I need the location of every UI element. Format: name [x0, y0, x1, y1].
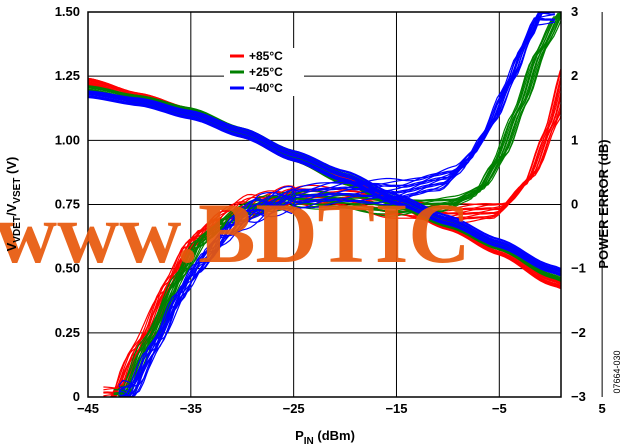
figure-code: 07664-030: [612, 350, 622, 393]
series: [88, 12, 561, 397]
watermark: www.BDTIC: [0, 185, 470, 281]
legend-label: +25°C: [249, 65, 283, 79]
y-tick-label-right: −2: [571, 325, 586, 340]
x-axis-label: PIN (dBm): [295, 428, 355, 447]
plot-frame: [87, 11, 562, 398]
x-ticks: −45 −35 −25 −15 −5 5: [77, 401, 606, 416]
y-tick-label-left: 0.75: [55, 197, 80, 212]
y-tick-label-right: −3: [571, 389, 586, 404]
y-tick-label-right: 2: [571, 68, 578, 83]
x-tick-label: −25: [283, 401, 305, 416]
y-tick-label-left: 0.50: [55, 261, 80, 276]
y-axis-label-left: VVDET/VVSET (V): [4, 157, 23, 252]
y-tick-label-left: 0.25: [55, 325, 80, 340]
y-tick-label-left: 1.00: [55, 132, 80, 147]
vout-line: [88, 92, 561, 272]
y-tick-label-left: 1.50: [55, 4, 80, 19]
x-tick-label: 5: [599, 401, 606, 416]
y-tick-label-right: 1: [571, 132, 578, 147]
y-axis-label-right: POWER ERROR (dB): [596, 139, 611, 268]
error-line: [118, 12, 543, 387]
vout-line: [88, 93, 561, 273]
y-tick-label-left: 0: [73, 389, 80, 404]
x-tick-label: −5: [492, 401, 507, 416]
y-tick-label-left: 1.25: [55, 68, 80, 83]
y-ticks-right: −3 −2 −1 0 1 2 3: [571, 4, 586, 404]
error-line: [118, 16, 561, 397]
y-ticks-left: 0 0.25 0.50 0.75 1.00 1.25 1.50: [55, 4, 80, 404]
error-line: [118, 12, 544, 395]
legend-label: +85°C: [249, 49, 283, 63]
vout-line: [88, 95, 561, 275]
y-tick-label-right: 0: [571, 197, 578, 212]
vout-line: [88, 96, 561, 277]
vout-line: [88, 90, 561, 270]
x-tick-label: −45: [77, 401, 99, 416]
series-layer: [88, 12, 561, 397]
y-tick-label-right: −1: [571, 261, 586, 276]
legend-label: −40°C: [249, 81, 283, 95]
x-tick-label: −35: [180, 401, 202, 416]
y-tick-label-right: 3: [571, 4, 578, 19]
vout-line: [88, 96, 561, 276]
vout-line: [88, 91, 561, 282]
chart-legend: +85°C +25°C −40°C: [224, 48, 304, 96]
x-tick-label: −15: [385, 401, 407, 416]
